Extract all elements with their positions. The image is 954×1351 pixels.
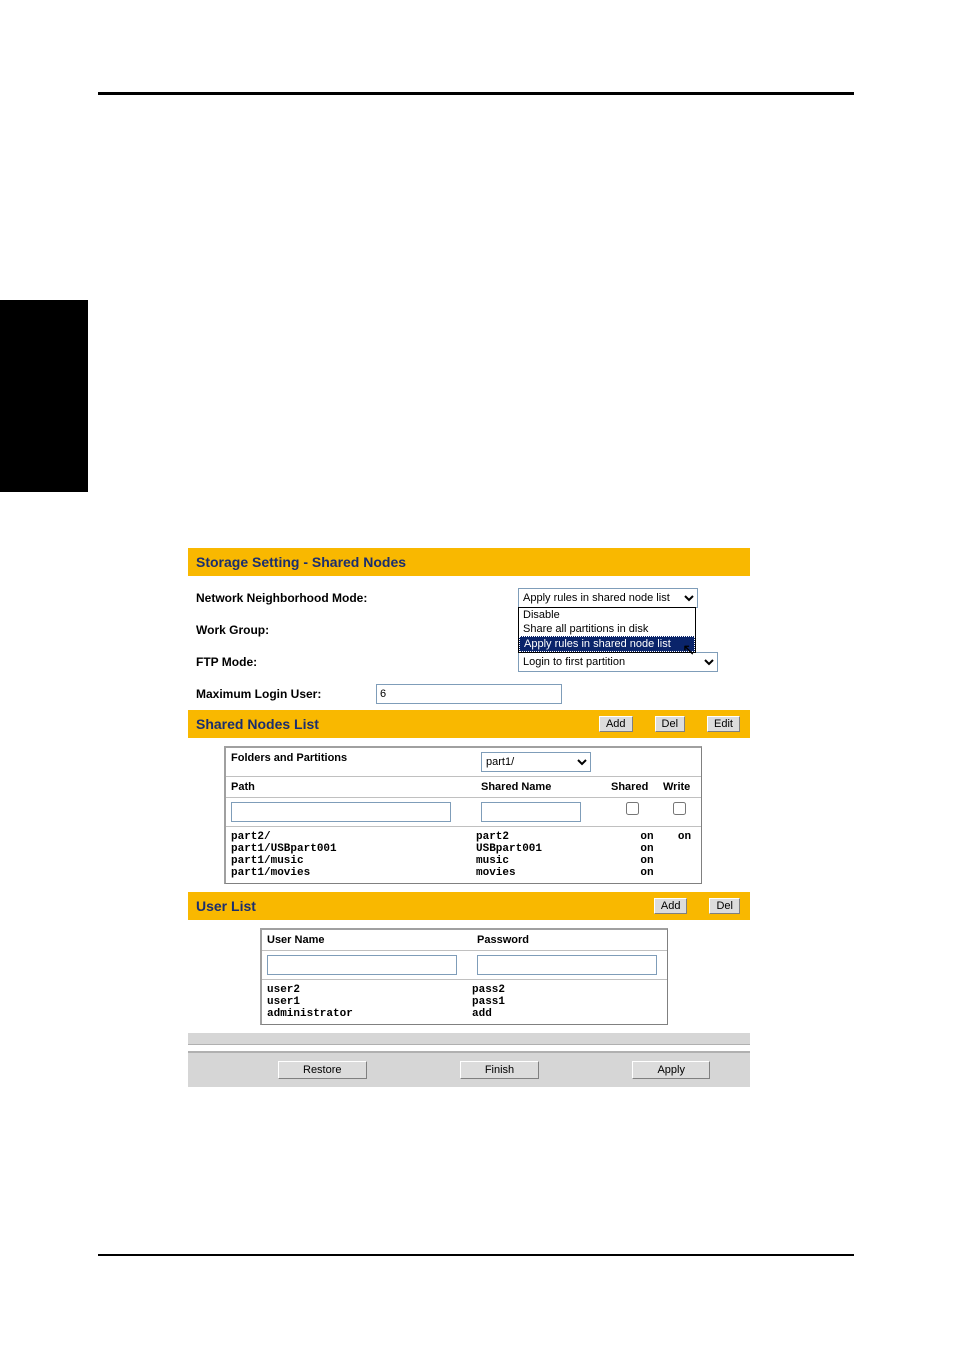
input-path[interactable]	[231, 802, 451, 822]
table-row: user1	[267, 996, 472, 1008]
input-pass[interactable]	[477, 955, 657, 975]
table-row: part1/music	[231, 855, 476, 867]
row-max-login: Maximum Login User:	[188, 678, 750, 710]
section-title: Storage Setting - Shared Nodes	[196, 554, 406, 570]
dropdown-option-selected[interactable]: Apply rules in shared node list	[519, 636, 695, 652]
col-folders: Folders and Partitions	[226, 748, 476, 777]
dropdown-option[interactable]: Share all partitions in disk	[519, 622, 695, 636]
col-user: User Name	[262, 930, 472, 951]
footer-spacer	[188, 1033, 750, 1045]
dropdown-option[interactable]: Disable	[519, 608, 695, 622]
input-shared-name[interactable]	[481, 802, 581, 822]
table-row: music	[476, 855, 621, 867]
table-row: on	[621, 843, 673, 855]
section-header-shared-nodes: Shared Nodes List Add Del Edit	[188, 710, 750, 738]
table-row: user2	[267, 984, 472, 996]
select-ftp-mode[interactable]: Login to first partition	[518, 652, 718, 672]
checkbox-shared[interactable]	[626, 802, 639, 815]
table-row: pass1	[472, 996, 662, 1008]
del-button[interactable]: Del	[709, 898, 740, 914]
shared-nodes-data: part2/ part1/USBpart001 part1/music part…	[226, 827, 701, 883]
label-net-mode: Network Neighborhood Mode:	[196, 591, 376, 605]
user-data: user2 user1 administrator pass2 pass1 ad…	[262, 980, 667, 1024]
checkbox-write[interactable]	[673, 802, 686, 815]
add-button[interactable]: Add	[599, 716, 633, 732]
add-button[interactable]: Add	[654, 898, 688, 914]
row-net-mode: Network Neighborhood Mode: Apply rules i…	[188, 582, 750, 614]
table-row: part1/movies	[231, 867, 476, 879]
input-user[interactable]	[267, 955, 457, 975]
col-pass: Password	[472, 930, 667, 951]
label-max-login: Maximum Login User:	[196, 687, 376, 701]
table-row: part2/	[231, 831, 476, 843]
label-work-group: Work Group:	[196, 623, 376, 637]
table-row: part1/USBpart001	[231, 843, 476, 855]
select-folders[interactable]: part1/	[481, 752, 591, 772]
table-row: movies	[476, 867, 621, 879]
table-row: USBpart001	[476, 843, 621, 855]
select-net-mode[interactable]: Apply rules in shared node list	[518, 588, 698, 608]
table-row: add	[472, 1008, 662, 1020]
top-rule	[98, 92, 854, 95]
shared-nodes-table: Folders and Partitions part1/ Path Share…	[224, 746, 702, 884]
section-header-storage: Storage Setting - Shared Nodes	[188, 548, 750, 576]
table-row: on	[673, 831, 696, 843]
table-row: part2	[476, 831, 621, 843]
finish-button[interactable]: Finish	[460, 1061, 539, 1079]
col-write: Write	[658, 777, 701, 798]
sidebar-tab	[0, 300, 88, 492]
col-path: Path	[226, 777, 476, 798]
input-max-login[interactable]	[376, 684, 562, 704]
edit-button[interactable]: Edit	[707, 716, 740, 732]
table-row: pass2	[472, 984, 662, 996]
col-shared: Shared	[606, 777, 658, 798]
user-table: User Name Password user2 user1 administr…	[260, 928, 668, 1025]
table-row: administrator	[267, 1008, 472, 1020]
table-row: on	[621, 831, 673, 843]
restore-button[interactable]: Restore	[278, 1061, 367, 1079]
storage-panel: Storage Setting - Shared Nodes Network N…	[188, 548, 750, 1087]
apply-button[interactable]: Apply	[632, 1061, 710, 1079]
col-shared-name: Shared Name	[476, 777, 606, 798]
section-title: Shared Nodes List	[196, 716, 319, 732]
section-header-user-list: User List Add Del	[188, 892, 750, 920]
del-button[interactable]: Del	[655, 716, 686, 732]
dropdown-net-mode-open[interactable]: Disable Share all partitions in disk App…	[518, 607, 696, 653]
table-row: on	[621, 855, 673, 867]
label-ftp-mode: FTP Mode:	[196, 655, 376, 669]
table-row: on	[621, 867, 673, 879]
bottom-rule	[98, 1254, 854, 1256]
footer-bar: Restore Finish Apply	[188, 1051, 750, 1087]
section-title: User List	[196, 898, 256, 914]
